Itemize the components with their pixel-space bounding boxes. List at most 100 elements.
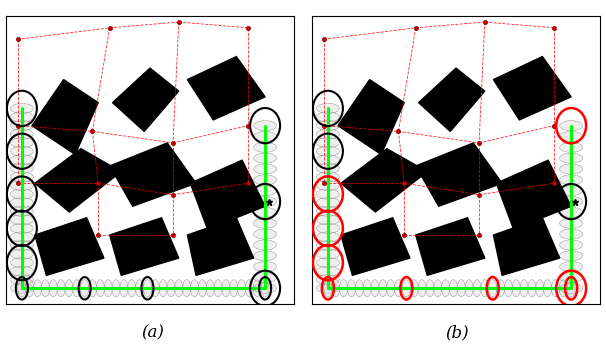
Ellipse shape xyxy=(560,229,583,239)
Ellipse shape xyxy=(316,249,339,259)
Ellipse shape xyxy=(152,280,159,297)
Ellipse shape xyxy=(316,163,339,173)
Text: (b): (b) xyxy=(446,325,469,342)
Ellipse shape xyxy=(560,207,583,218)
Ellipse shape xyxy=(10,138,33,148)
Ellipse shape xyxy=(10,223,33,234)
Ellipse shape xyxy=(10,112,33,122)
Ellipse shape xyxy=(144,280,152,297)
Ellipse shape xyxy=(190,280,199,297)
Polygon shape xyxy=(113,68,179,131)
Ellipse shape xyxy=(560,262,583,272)
Ellipse shape xyxy=(560,186,583,196)
Ellipse shape xyxy=(560,142,583,152)
Ellipse shape xyxy=(316,198,339,208)
Ellipse shape xyxy=(316,189,339,199)
Polygon shape xyxy=(187,57,265,120)
Ellipse shape xyxy=(10,257,33,268)
Ellipse shape xyxy=(49,280,58,297)
Ellipse shape xyxy=(10,283,33,293)
Ellipse shape xyxy=(442,280,450,297)
Ellipse shape xyxy=(316,129,339,139)
Ellipse shape xyxy=(316,155,339,165)
Ellipse shape xyxy=(316,266,339,276)
Polygon shape xyxy=(190,160,265,229)
Ellipse shape xyxy=(544,280,551,297)
Ellipse shape xyxy=(339,280,348,297)
Polygon shape xyxy=(35,218,104,275)
Ellipse shape xyxy=(316,138,339,148)
Ellipse shape xyxy=(10,275,33,285)
Ellipse shape xyxy=(316,180,339,190)
Ellipse shape xyxy=(316,275,339,285)
Ellipse shape xyxy=(214,280,222,297)
Ellipse shape xyxy=(10,129,33,139)
Ellipse shape xyxy=(371,280,379,297)
Ellipse shape xyxy=(426,280,434,297)
Polygon shape xyxy=(35,149,121,212)
Ellipse shape xyxy=(347,280,356,297)
Ellipse shape xyxy=(10,249,33,259)
Ellipse shape xyxy=(10,206,33,216)
Ellipse shape xyxy=(316,120,339,131)
Ellipse shape xyxy=(355,280,364,297)
Ellipse shape xyxy=(222,280,230,297)
Ellipse shape xyxy=(560,240,583,250)
Ellipse shape xyxy=(253,207,276,218)
Ellipse shape xyxy=(10,240,33,251)
Ellipse shape xyxy=(230,280,238,297)
Ellipse shape xyxy=(316,232,339,242)
Ellipse shape xyxy=(560,197,583,206)
Ellipse shape xyxy=(10,180,33,190)
Ellipse shape xyxy=(418,280,426,297)
Ellipse shape xyxy=(253,280,261,297)
Ellipse shape xyxy=(560,283,583,293)
Ellipse shape xyxy=(81,280,88,297)
Ellipse shape xyxy=(10,103,33,114)
Ellipse shape xyxy=(238,280,245,297)
Ellipse shape xyxy=(363,280,371,297)
Text: (a): (a) xyxy=(141,325,164,342)
Polygon shape xyxy=(493,57,571,120)
Ellipse shape xyxy=(551,280,559,297)
Ellipse shape xyxy=(560,218,583,228)
Ellipse shape xyxy=(10,163,33,173)
Polygon shape xyxy=(341,149,427,212)
Polygon shape xyxy=(187,218,253,275)
Ellipse shape xyxy=(41,280,50,297)
Ellipse shape xyxy=(560,175,583,185)
Ellipse shape xyxy=(253,283,276,293)
Ellipse shape xyxy=(10,215,33,225)
Ellipse shape xyxy=(206,280,215,297)
Ellipse shape xyxy=(112,280,120,297)
Ellipse shape xyxy=(253,229,276,239)
Ellipse shape xyxy=(253,251,276,261)
Ellipse shape xyxy=(379,280,387,297)
Ellipse shape xyxy=(245,280,253,297)
Ellipse shape xyxy=(253,121,276,131)
Polygon shape xyxy=(110,218,179,275)
Ellipse shape xyxy=(560,131,583,142)
Ellipse shape xyxy=(402,280,410,297)
Ellipse shape xyxy=(120,280,128,297)
Ellipse shape xyxy=(261,280,269,297)
Ellipse shape xyxy=(198,280,207,297)
Ellipse shape xyxy=(560,164,583,174)
Ellipse shape xyxy=(560,272,583,283)
Ellipse shape xyxy=(387,280,395,297)
Ellipse shape xyxy=(253,142,276,152)
Polygon shape xyxy=(419,68,485,131)
Ellipse shape xyxy=(528,280,536,297)
Polygon shape xyxy=(338,80,404,155)
Ellipse shape xyxy=(253,186,276,196)
Ellipse shape xyxy=(10,198,33,208)
Ellipse shape xyxy=(253,218,276,228)
Ellipse shape xyxy=(253,131,276,142)
Ellipse shape xyxy=(175,280,183,297)
Ellipse shape xyxy=(316,257,339,268)
Ellipse shape xyxy=(434,280,442,297)
Ellipse shape xyxy=(450,280,458,297)
Ellipse shape xyxy=(473,280,481,297)
Ellipse shape xyxy=(316,240,339,251)
Ellipse shape xyxy=(410,280,418,297)
